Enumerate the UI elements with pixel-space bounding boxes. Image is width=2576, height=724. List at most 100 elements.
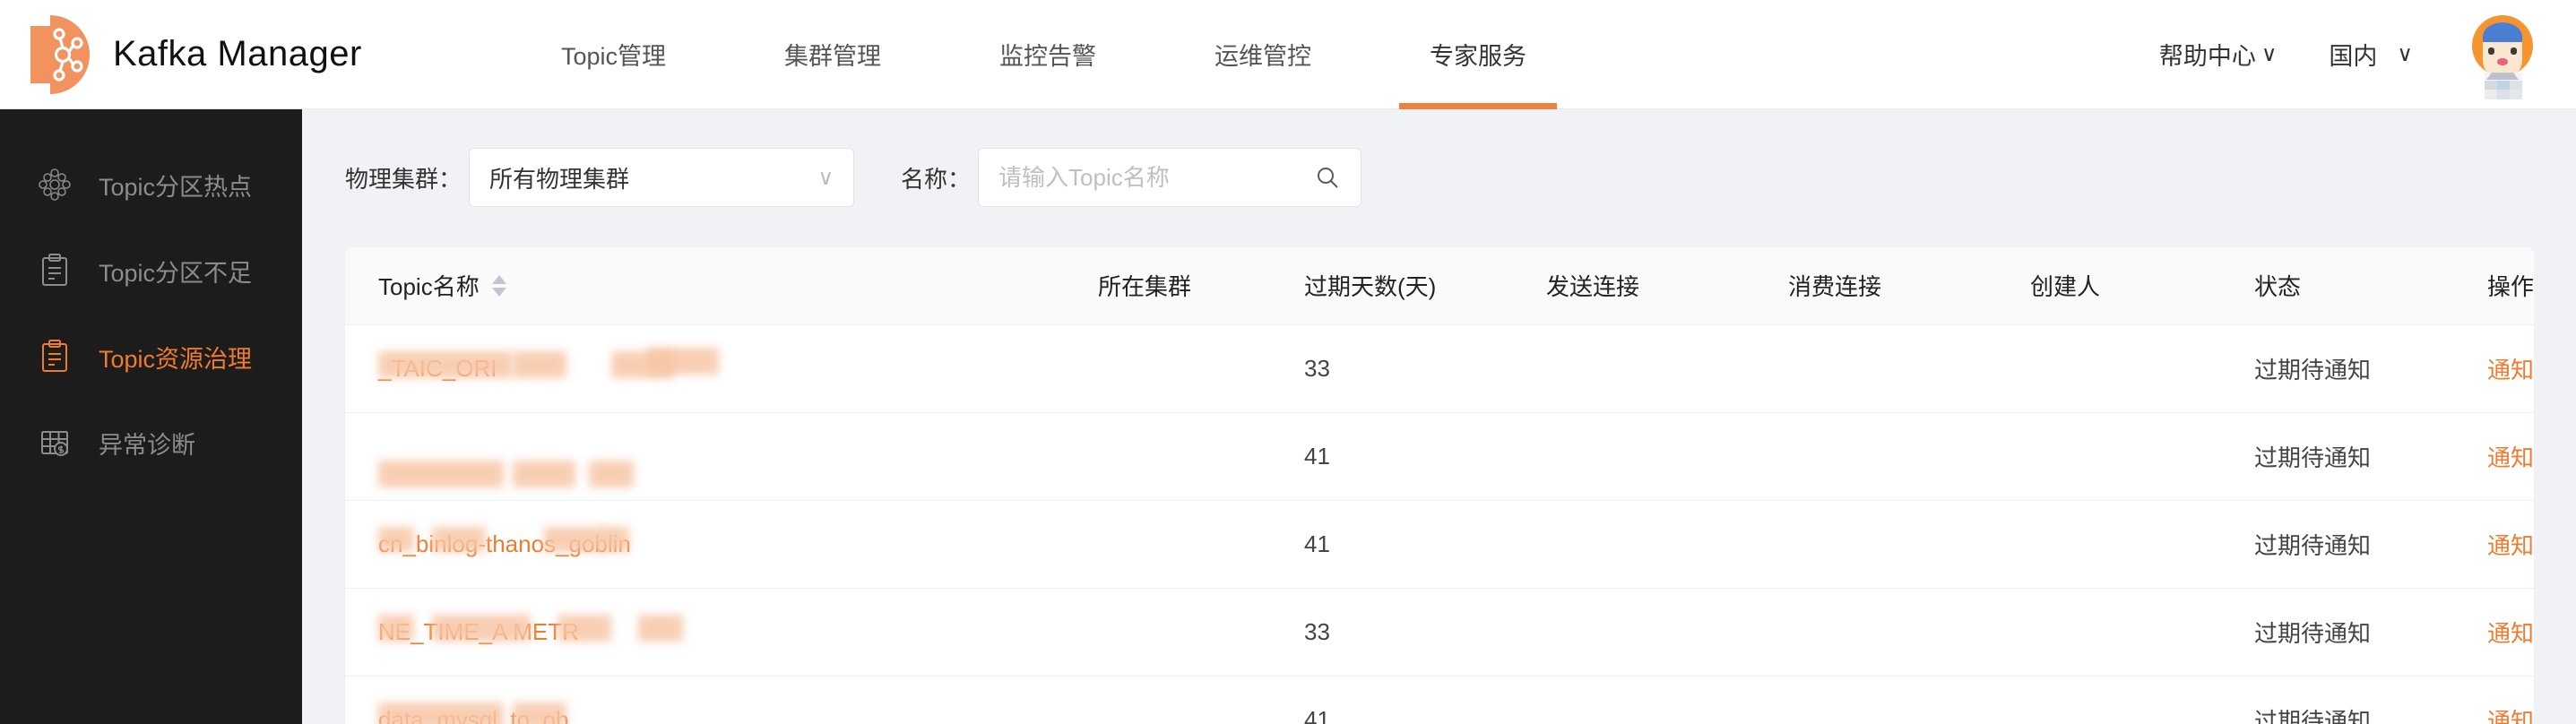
topic-name-link[interactable]: data_mysql_to_ob	[378, 702, 568, 724]
sidebar-item-label: 异常诊断	[99, 431, 195, 459]
sidebar: Topic分区热点 Topic分区不足 Topic资源治理	[0, 109, 302, 724]
cell-status: 过期待通知	[2254, 412, 2487, 501]
topic-name-link[interactable]: NE_TIME_A METR	[378, 614, 683, 646]
cell-topic-name[interactable]: _TAIC_ORI	[345, 324, 1098, 413]
topic-table: Topic名称 所在集群 过期天数(天) 发送连接 消费连接 创建人 状态 操作	[345, 247, 2534, 724]
notify-user-link[interactable]: 通知用户	[2487, 707, 2534, 724]
cell-status: 过期待通知	[2254, 500, 2487, 589]
topic-name-link[interactable]: _TAIC_ORI	[378, 347, 719, 383]
cell-creator	[2030, 588, 2254, 677]
table-header-row: Topic名称 所在集群 过期天数(天) 发送连接 消费连接 创建人 状态 操作	[345, 247, 2534, 325]
cell-consume-connections	[1788, 676, 2030, 724]
cell-action: 通知用户	[2487, 324, 2534, 413]
chevron-down-icon: ∨	[2397, 42, 2413, 66]
cell-expire-days: 41	[1304, 500, 1546, 589]
nav-item-monitoring-alerts[interactable]: 监控告警	[969, 0, 1127, 109]
notify-user-link[interactable]: 通知用户	[2487, 444, 2534, 471]
chevron-down-icon: ∨	[817, 165, 834, 190]
topic-table-card: Topic名称 所在集群 过期天数(天) 发送连接 消费连接 创建人 状态 操作	[345, 247, 2534, 724]
sidebar-item-topic-resource-governance[interactable]: Topic资源治理	[0, 314, 302, 400]
nav-label: 专家服务	[1430, 43, 1527, 70]
table-row: 41 过期待通知 通知用户	[345, 412, 2534, 501]
cell-creator	[2030, 324, 2254, 413]
col-header-cluster: 所在集群	[1098, 247, 1304, 325]
cell-expire-days: 33	[1304, 324, 1546, 413]
cell-status: 过期待通知	[2254, 324, 2487, 413]
cell-topic-name[interactable]: NE_TIME_A METR	[345, 588, 1098, 677]
col-header-label: Topic名称	[378, 273, 480, 301]
cell-topic-name[interactable]: cn_binlog-thanos_goblin	[345, 500, 1098, 589]
notify-user-link[interactable]: 通知用户	[2487, 619, 2534, 647]
content-area: 物理集群： 所有物理集群 ∨ 名称：	[302, 109, 2576, 724]
nav-label: 集群管理	[784, 43, 882, 70]
kafka-d-logo-icon	[23, 10, 93, 99]
table-row: cn_binlog-thanos_goblin 41 过期待通知 通知用户	[345, 500, 2534, 589]
cell-cluster	[1098, 324, 1304, 413]
nav-item-expert-service[interactable]: 专家服务	[1399, 0, 1558, 109]
cell-action: 通知用户	[2487, 500, 2534, 589]
table-header: Topic名称 所在集群 过期天数(天) 发送连接 消费连接 创建人 状态 操作	[345, 247, 2534, 325]
nav-label: 运维管控	[1215, 43, 1312, 70]
sidebar-item-anomaly-diagnosis[interactable]: 异常诊断	[0, 400, 302, 486]
col-header-expire-days: 过期天数(天)	[1304, 247, 1546, 325]
cluster-nodes-icon	[34, 164, 75, 205]
filter-bar: 物理集群： 所有物理集群 ∨ 名称：	[345, 145, 2534, 210]
col-header-action: 操作	[2487, 247, 2534, 325]
topic-search-box[interactable]	[978, 148, 1362, 207]
notify-user-link[interactable]: 通知用户	[2487, 531, 2534, 559]
app-header: Kafka Manager Topic管理 集群管理 监控告警 运维管控 专家服…	[0, 0, 2576, 109]
chevron-down-icon: ∨	[2260, 42, 2278, 66]
sidebar-item-label: Topic分区不足	[99, 259, 253, 287]
cell-cluster	[1098, 676, 1304, 724]
clipboard-list-icon	[34, 336, 75, 377]
col-header-creator: 创建人	[2030, 247, 2254, 325]
nav-item-ops-control[interactable]: 运维管控	[1184, 0, 1342, 109]
avatar[interactable]	[2465, 10, 2540, 99]
search-input[interactable]	[998, 163, 1315, 192]
cell-creator	[2030, 412, 2254, 501]
notify-user-link[interactable]: 通知用户	[2487, 356, 2534, 384]
cell-consume-connections	[1788, 412, 2030, 501]
cell-send-connections	[1546, 676, 1788, 724]
sidebar-item-topic-partition-insufficient[interactable]: Topic分区不足	[0, 228, 302, 314]
cell-expire-days: 41	[1304, 412, 1546, 501]
cell-creator	[2030, 676, 2254, 724]
col-header-topic-name[interactable]: Topic名称	[345, 247, 1098, 325]
cluster-select[interactable]: 所有物理集群 ∨	[469, 148, 855, 207]
sidebar-item-label: Topic资源治理	[99, 345, 253, 373]
cluster-select-value: 所有物理集群	[489, 165, 630, 193]
region-menu[interactable]: 国内 ∨	[2329, 37, 2413, 72]
help-center-label: 帮助中心	[2158, 43, 2256, 70]
cell-action: 通知用户	[2487, 412, 2534, 501]
cell-topic-name[interactable]: data_mysql_to_ob	[345, 676, 1098, 724]
brand[interactable]: Kafka Manager	[0, 10, 502, 99]
brand-title: Kafka Manager	[113, 34, 362, 73]
clipboard-list-icon	[34, 250, 75, 291]
cell-send-connections	[1546, 324, 1788, 413]
region-label: 国内	[2329, 43, 2378, 70]
name-filter-label: 名称：	[901, 165, 972, 193]
search-icon[interactable]	[1314, 164, 1341, 191]
help-center-menu[interactable]: 帮助中心 ∨	[2159, 37, 2278, 72]
nav-item-topic-management[interactable]: Topic管理	[531, 0, 696, 109]
col-header-send-connections: 发送连接	[1546, 247, 1788, 325]
col-header-consume-connections: 消费连接	[1788, 247, 2030, 325]
cell-creator	[2030, 500, 2254, 589]
table-row: NE_TIME_A METR 33 过期待通知 通知用户	[345, 588, 2534, 677]
cell-status: 过期待通知	[2254, 588, 2487, 677]
body: Topic分区热点 Topic分区不足 Topic资源治理	[0, 109, 2576, 724]
nav-label: 监控告警	[999, 43, 1097, 70]
cell-expire-days: 41	[1304, 676, 1546, 724]
table-body: _TAIC_ORI 33 过期待通知 通知用户	[345, 324, 2534, 724]
cell-action: 通知用户	[2487, 588, 2534, 677]
cluster-filter-label: 物理集群：	[345, 165, 462, 193]
sort-toggle-icon[interactable]	[491, 274, 506, 297]
cell-consume-connections	[1788, 324, 2030, 413]
cell-cluster	[1098, 588, 1304, 677]
cell-topic-name[interactable]	[345, 412, 1098, 501]
cell-send-connections	[1546, 588, 1788, 677]
sidebar-item-topic-partition-hotspot[interactable]: Topic分区热点	[0, 142, 302, 228]
main-nav: Topic管理 集群管理 监控告警 运维管控 专家服务	[502, 0, 1586, 109]
nav-item-cluster-management[interactable]: 集群管理	[754, 0, 912, 109]
topic-name-link[interactable]: cn_binlog-thanos_goblin	[378, 526, 631, 558]
